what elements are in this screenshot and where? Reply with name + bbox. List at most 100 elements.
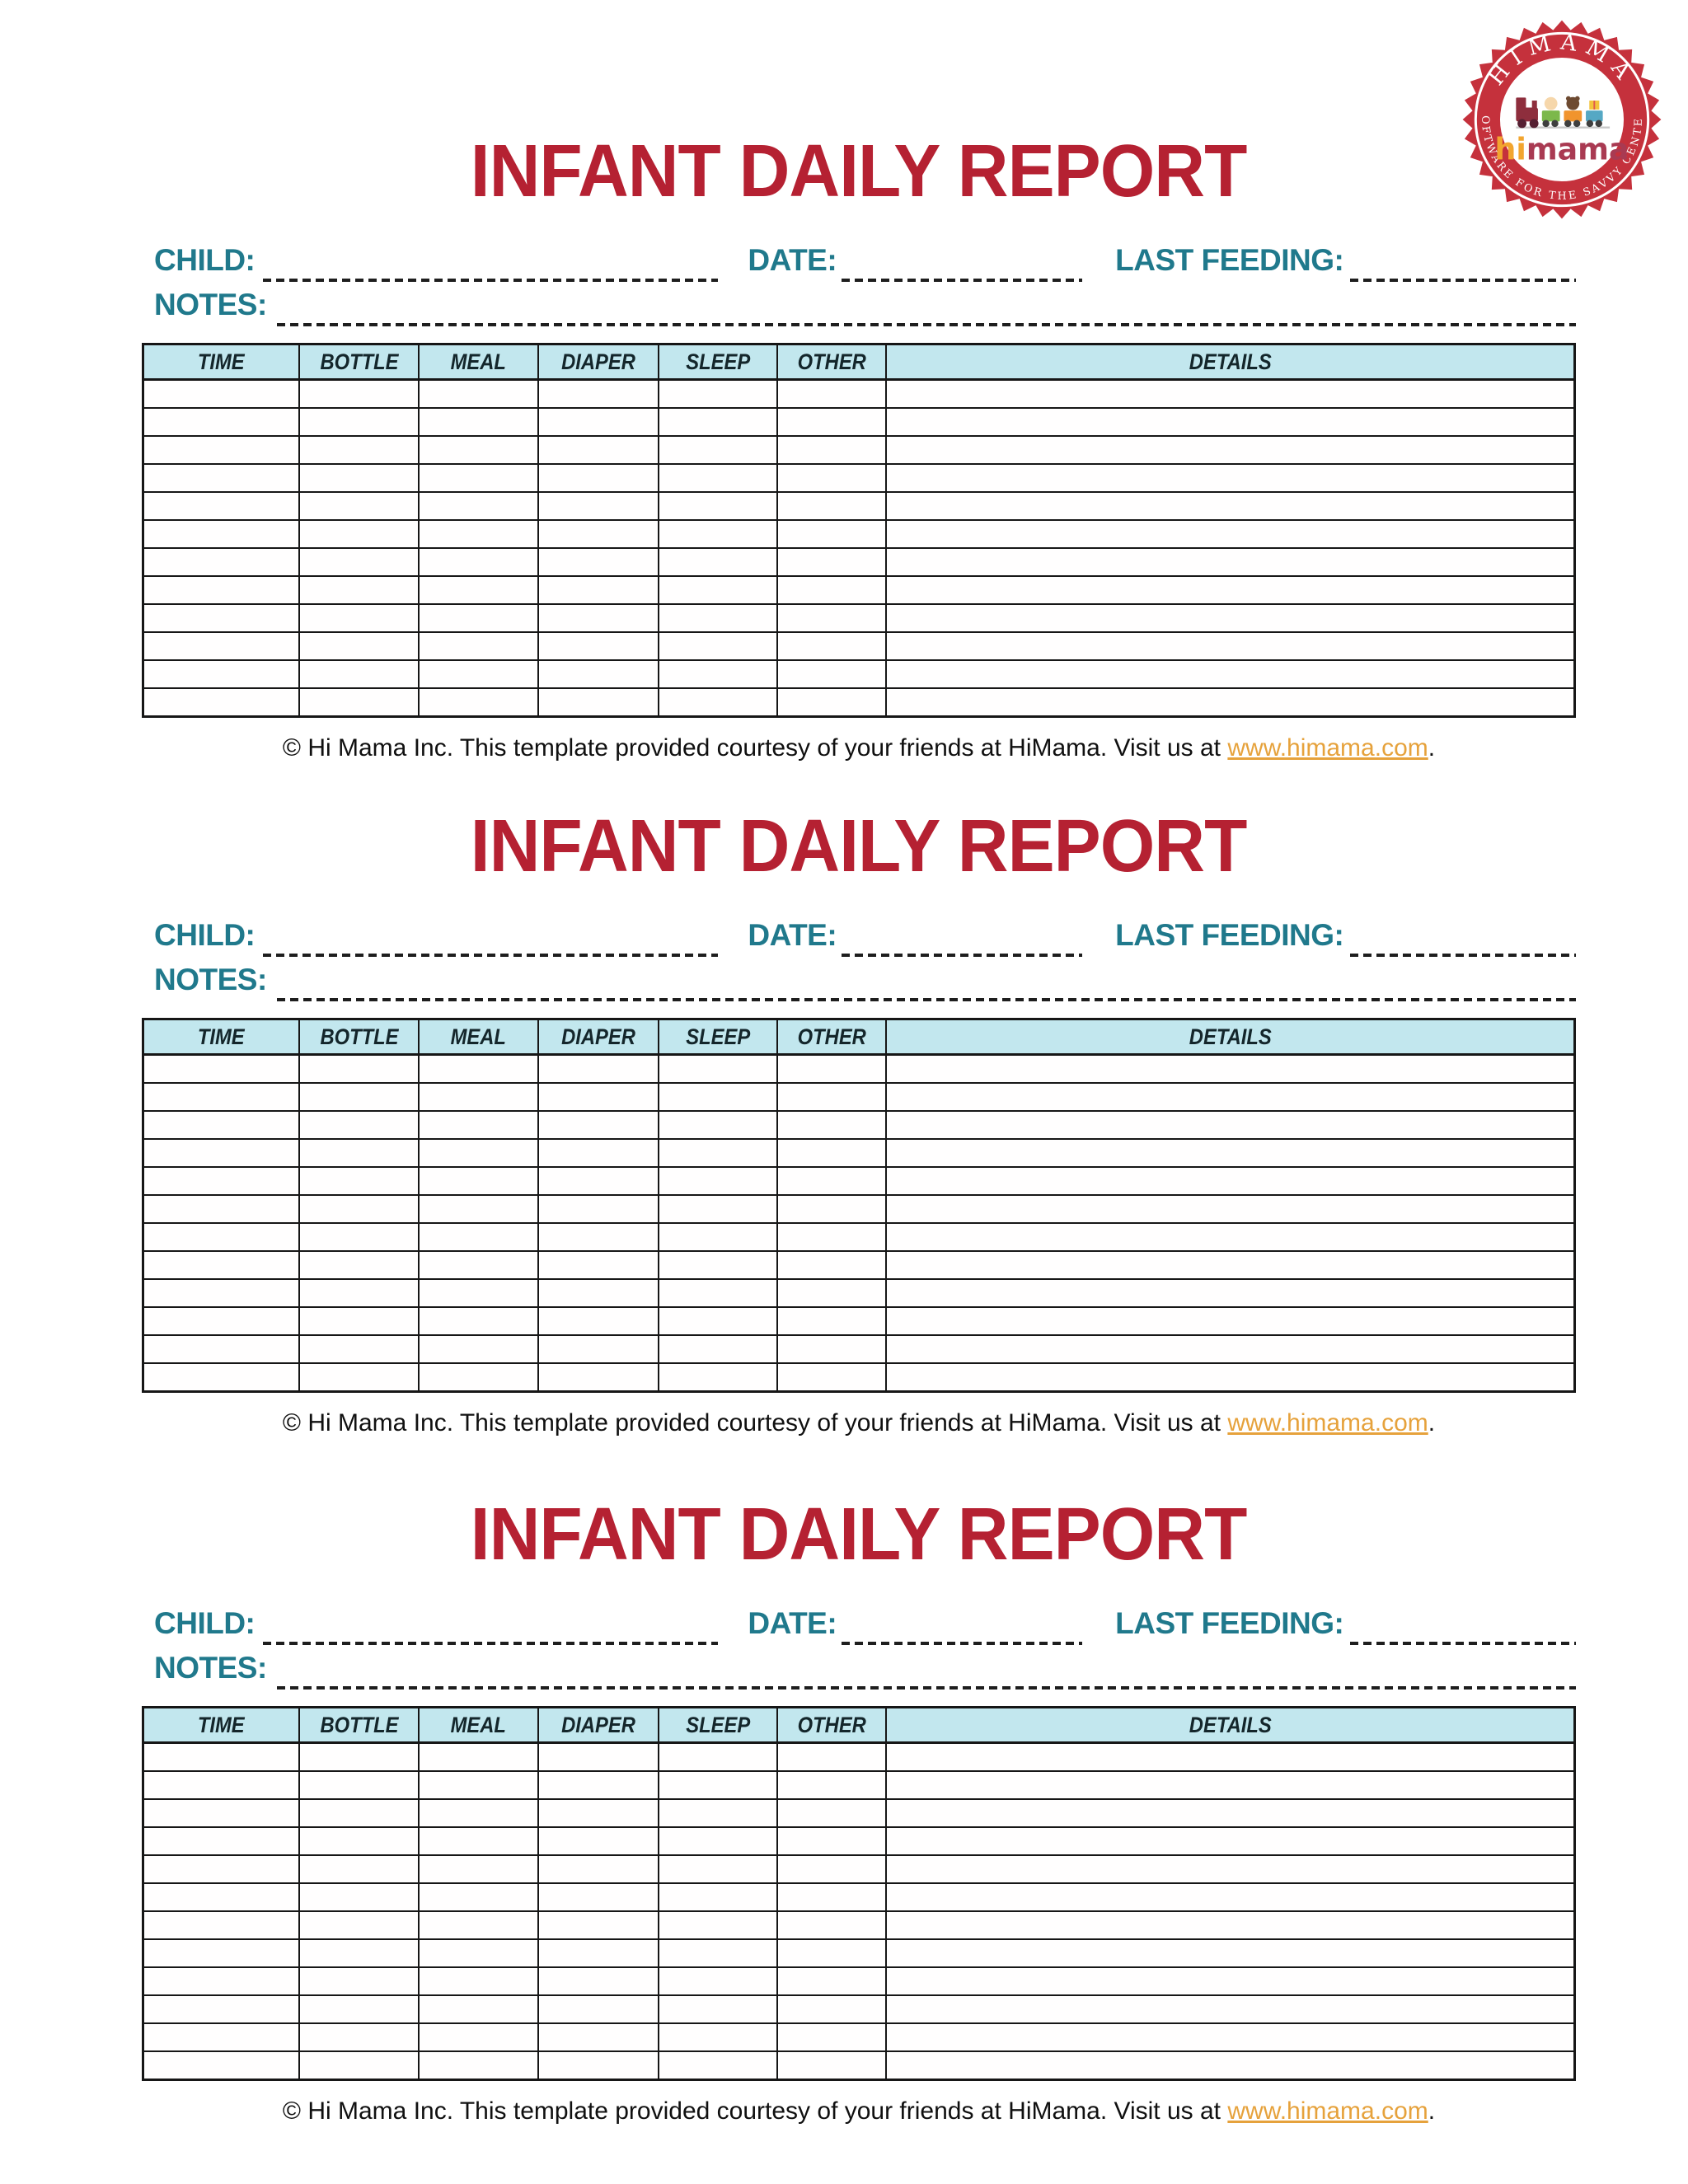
empty-cell	[418, 1966, 539, 1996]
page-title: INFANT DAILY REPORT	[471, 805, 1248, 888]
empty-cell	[776, 1138, 887, 1168]
empty-cell	[885, 1770, 1576, 1800]
empty-cell	[298, 1910, 420, 1940]
empty-cell	[142, 1194, 300, 1224]
empty-cell	[776, 1994, 887, 2024]
empty-cell	[885, 1053, 1576, 1084]
table-row	[142, 1854, 1576, 1884]
empty-cell	[658, 1966, 778, 1996]
empty-cell	[298, 1250, 420, 1280]
column-header-details: DETAILS	[885, 1706, 1576, 1744]
date-field-line	[842, 1642, 1083, 1645]
empty-cell	[776, 1082, 887, 1112]
empty-cell	[776, 1250, 887, 1280]
column-header-time: TIME	[142, 343, 300, 381]
empty-cell	[658, 1334, 778, 1364]
footer-text: © Hi Mama Inc. This template provided co…	[282, 2097, 1228, 2125]
empty-cell	[418, 378, 539, 409]
empty-cell	[776, 1362, 887, 1393]
empty-cell	[298, 659, 420, 689]
empty-cell	[776, 1882, 887, 1912]
empty-cell	[885, 2050, 1576, 2081]
empty-cell	[776, 407, 887, 437]
empty-cell	[885, 1798, 1576, 1828]
empty-cell	[418, 1306, 539, 1336]
empty-cell	[142, 1082, 300, 1112]
child-label: CHILD:	[154, 918, 256, 952]
empty-cell	[885, 659, 1576, 689]
footer-period: .	[1428, 1409, 1436, 1436]
table-row	[142, 1222, 1576, 1252]
table-row	[142, 1334, 1576, 1364]
empty-cell	[537, 1362, 659, 1393]
empty-cell	[885, 1938, 1576, 1968]
empty-cell	[776, 547, 887, 577]
empty-cell	[776, 1053, 887, 1084]
empty-cell	[142, 1362, 300, 1393]
empty-cell	[537, 1138, 659, 1168]
table-row	[142, 463, 1576, 493]
empty-cell	[418, 463, 539, 493]
empty-cell	[537, 1770, 659, 1800]
empty-cell	[142, 407, 300, 437]
empty-cell	[776, 1798, 887, 1828]
empty-cell	[658, 1854, 778, 1884]
empty-cell	[537, 1826, 659, 1856]
empty-cell	[418, 519, 539, 549]
empty-cell	[537, 659, 659, 689]
badge-inner-disc	[1499, 57, 1625, 182]
empty-cell	[776, 378, 887, 409]
empty-cell	[298, 1741, 420, 1772]
footer-text: © Hi Mama Inc. This template provided co…	[282, 1409, 1228, 1436]
fields-row: CHILD: DATE: LAST FEEDING:	[142, 237, 1576, 284]
empty-cell	[776, 575, 887, 605]
empty-cell	[142, 1994, 300, 2024]
empty-cell	[885, 1826, 1576, 1856]
empty-cell	[142, 1334, 300, 1364]
empty-cell	[776, 1306, 887, 1336]
empty-cell	[418, 1798, 539, 1828]
notes-row: NOTES:	[142, 960, 1576, 1003]
empty-cell	[776, 463, 887, 493]
empty-cell	[418, 575, 539, 605]
footer-period: .	[1428, 2097, 1436, 2125]
empty-cell	[658, 631, 778, 661]
empty-cell	[658, 435, 778, 465]
empty-cell	[537, 631, 659, 661]
column-header-bottle: BOTTLE	[298, 1706, 420, 1744]
empty-cell	[658, 547, 778, 577]
empty-cell	[537, 1166, 659, 1196]
empty-cell	[776, 1334, 887, 1364]
empty-cell	[298, 1798, 420, 1828]
empty-cell	[298, 435, 420, 465]
himama-link[interactable]: www.himama.com	[1227, 2097, 1428, 2125]
column-header-details: DETAILS	[885, 1018, 1576, 1056]
empty-cell	[418, 1994, 539, 2024]
column-header-details: DETAILS	[885, 343, 1576, 381]
himama-link[interactable]: www.himama.com	[1227, 1409, 1428, 1436]
notes-field-line	[276, 998, 1576, 1001]
empty-cell	[298, 1306, 420, 1336]
report-section-2: INFANT DAILY REPORT CHILD: DATE: LAST FE…	[142, 808, 1576, 1437]
empty-cell	[658, 1362, 778, 1393]
fields-row: CHILD: DATE: LAST FEEDING:	[142, 912, 1576, 958]
himama-link[interactable]: www.himama.com	[1227, 734, 1428, 762]
empty-cell	[658, 1882, 778, 1912]
table-row	[142, 2022, 1576, 2052]
empty-cell	[885, 407, 1576, 437]
empty-cell	[418, 1938, 539, 1968]
empty-cell	[142, 463, 300, 493]
empty-cell	[658, 687, 778, 718]
empty-cell	[142, 547, 300, 577]
table-row	[142, 687, 1576, 718]
empty-cell	[298, 1082, 420, 1112]
footer-period: .	[1428, 734, 1436, 762]
empty-cell	[658, 1306, 778, 1336]
daily-log-table: TIME BOTTLE MEAL DIAPER SLEEP OTHER DETAILS	[142, 1018, 1576, 1393]
empty-cell	[885, 1741, 1576, 1772]
empty-cell	[885, 1334, 1576, 1364]
empty-cell	[776, 1910, 887, 1940]
empty-cell	[418, 1854, 539, 1884]
empty-cell	[298, 1966, 420, 1996]
empty-cell	[142, 1222, 300, 1252]
